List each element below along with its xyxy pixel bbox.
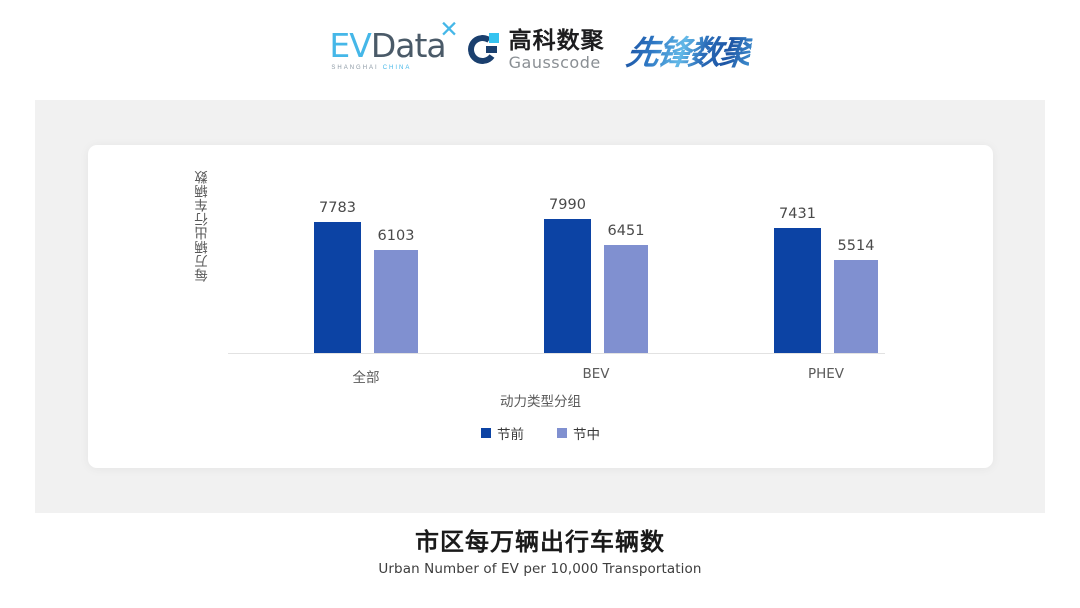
legend-swatch-icon <box>481 428 491 438</box>
bar-value-label: 6451 <box>607 222 645 239</box>
xianfeng-logo: 先锋数聚 <box>623 26 754 74</box>
caption-title-cn: 市区每万辆出行车辆数 <box>415 528 665 556</box>
legend-swatch-icon <box>557 428 567 438</box>
y-axis-label: 每万辆出行车辆数 <box>195 170 211 282</box>
bar-chart: 每万辆出行车辆数 7783 6103 7990 6451 7431 5514 动力类型分组… <box>88 145 993 468</box>
evdata-wordmark: EV Data ✕ <box>329 19 458 65</box>
gausscode-bar-shape <box>485 46 497 53</box>
gausscode-cn-text: 高科数聚 <box>508 27 605 54</box>
x-axis-label: 动力类型分组 <box>500 394 581 410</box>
evdata-tagline-country: CHINA <box>382 65 412 71</box>
legend-item[interactable]: 节中 <box>557 423 600 443</box>
evdata-tagline-city: SHANGHAI <box>331 65 379 71</box>
bar-series-1[interactable] <box>544 218 591 353</box>
chart-card: 每万辆出行车辆数 7783 6103 7990 6451 7431 5514 动力类型分组… <box>88 145 993 468</box>
gausscode-square-accent <box>488 33 499 43</box>
bar-series-2[interactable] <box>834 260 878 353</box>
bar-item[interactable]: 7431 <box>774 206 821 353</box>
gausscode-en-text: Gausscode <box>508 52 601 72</box>
x-tick-label: 全部 <box>352 370 380 386</box>
x-tick-label: BEV <box>582 366 610 382</box>
x-tick-label: PHEV <box>807 366 845 382</box>
bar-group: 7431 5514 <box>774 206 878 353</box>
bar-value-label: 7990 <box>549 196 586 213</box>
bar-item[interactable]: 5514 <box>834 238 878 353</box>
bar-value-label: 6103 <box>377 228 415 245</box>
gausscode-wordmark: 高科数聚 Gausscode <box>508 27 605 72</box>
caption-title-en: Urban Number of EV per 10,000 Transporta… <box>378 561 702 577</box>
bar-series-1[interactable] <box>774 228 821 353</box>
evdata-data-text: Data <box>370 26 447 65</box>
bar-value-label: 7431 <box>779 206 816 223</box>
bar-item[interactable]: 7990 <box>544 197 591 353</box>
cross-mark-icon: ✕ <box>439 17 459 43</box>
bar-value-label: 5514 <box>837 238 875 255</box>
bar-item[interactable]: 6103 <box>374 228 418 353</box>
legend-item[interactable]: 节前 <box>481 423 524 443</box>
gausscode-g-icon <box>465 32 502 67</box>
evdata-tagline: SHANGHAI CHINA <box>331 65 411 71</box>
chart-legend: 节前 节中 <box>88 423 993 443</box>
evdata-logo: EV Data ✕ SHANGHAI CHINA <box>329 19 458 72</box>
x-axis-line <box>228 353 885 354</box>
bar-item[interactable]: 7783 <box>314 200 361 353</box>
legend-label: 节中 <box>573 427 600 443</box>
bar-group: 7783 6103 <box>314 200 418 353</box>
bar-series-1[interactable] <box>314 222 361 353</box>
bar-item[interactable]: 6451 <box>604 223 648 353</box>
logo-bar: EV Data ✕ SHANGHAI CHINA 高科数聚 Gausscode … <box>0 0 1080 100</box>
bar-series-2[interactable] <box>374 250 418 353</box>
bar-value-label: 7783 <box>319 200 356 217</box>
caption-block: 市区每万辆出行车辆数 Urban Number of EV per 10,000… <box>0 527 1080 577</box>
legend-label: 节前 <box>497 427 524 443</box>
gausscode-logo: 高科数聚 Gausscode <box>465 27 605 72</box>
bar-series-2[interactable] <box>604 244 648 353</box>
bar-group: 7990 6451 <box>544 197 648 353</box>
evdata-ev-text: EV <box>329 26 371 65</box>
